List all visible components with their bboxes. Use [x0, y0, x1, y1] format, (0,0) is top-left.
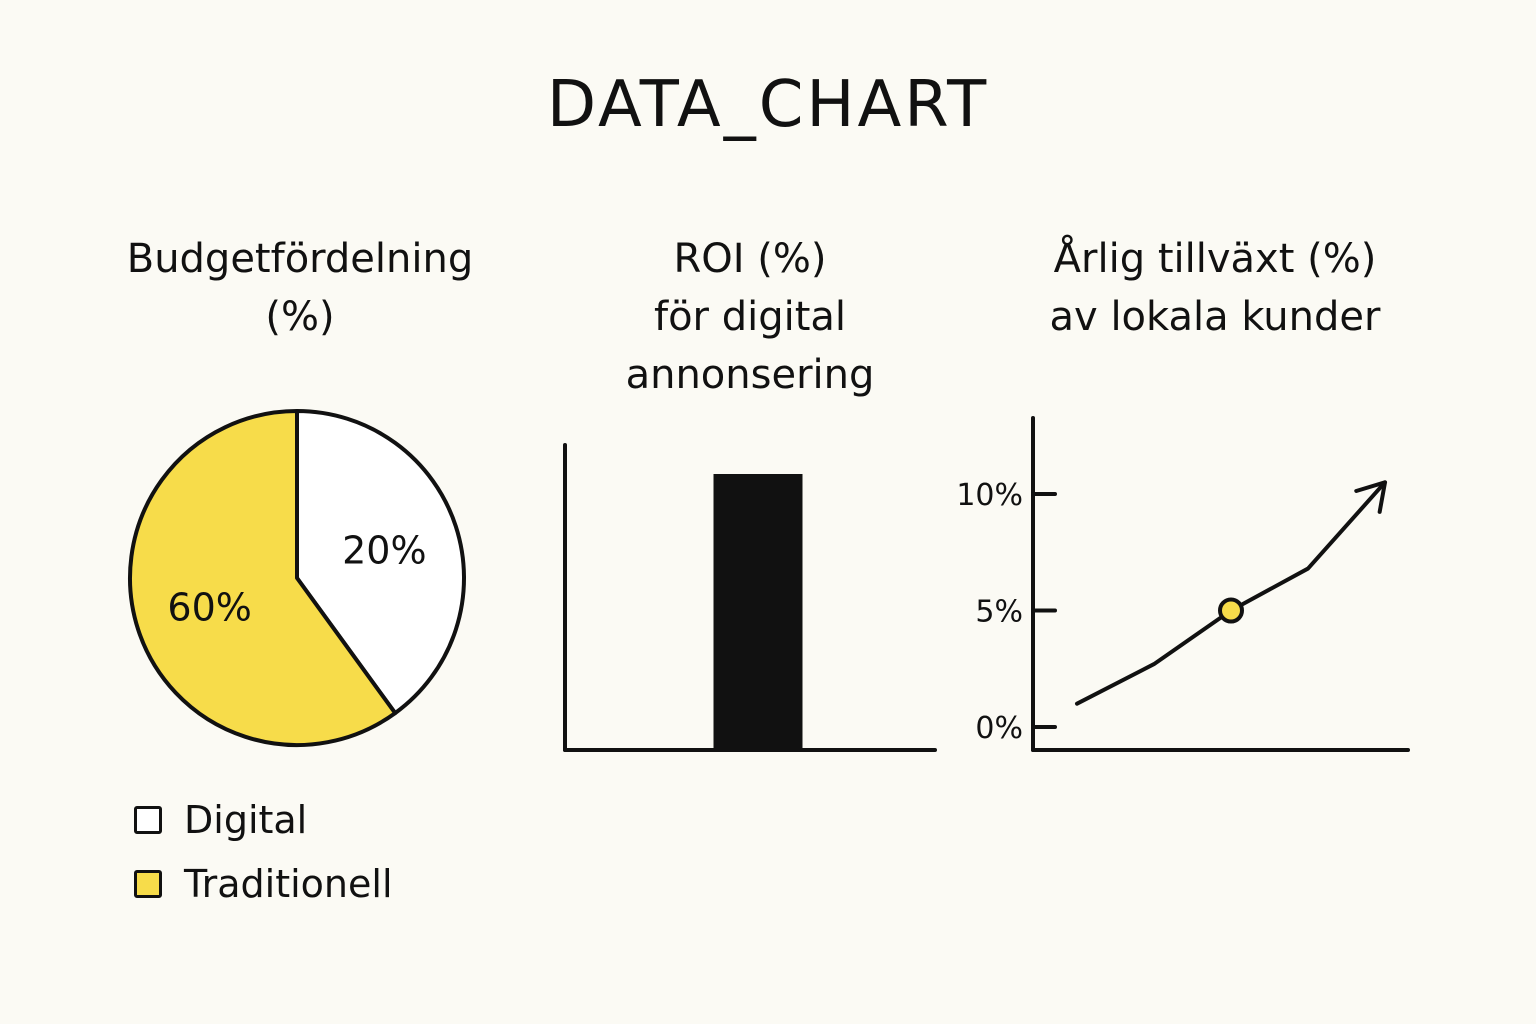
pie-chart-title: Budgetfördelning (%) [60, 230, 540, 346]
legend-label-digital: Digital [184, 798, 308, 842]
bar-roi-digital [713, 474, 803, 752]
pie-slice-digital [295, 409, 466, 716]
growth-line [1075, 480, 1387, 706]
pie-title-line-1: Budgetfördelning [126, 236, 474, 282]
line-chart-title: Årlig tillväxt (%) av lokala kunder [990, 230, 1440, 346]
y-tick-label-0: 0% [975, 711, 1023, 746]
y-tick-label-10: 10% [956, 478, 1023, 513]
pie-label-digital: 20% [342, 529, 426, 573]
line-title-line-2: av lokala kunder [1049, 294, 1381, 340]
bar-title-line-2: för digital [653, 294, 847, 340]
legend-item-digital: Digital [134, 788, 393, 852]
legend-item-traditionell: Traditionell [134, 852, 393, 916]
pie-label-traditionell: 60% [167, 585, 251, 629]
pie-title-line-2: (%) [265, 294, 335, 340]
y-tick-label-5: 5% [975, 595, 1023, 630]
line-chart: 0% 5% 10% [956, 416, 1410, 752]
bar-title-line-1: ROI (%) [673, 236, 827, 282]
legend-swatch-traditionell [134, 870, 162, 898]
legend-label-traditionell: Traditionell [184, 862, 393, 906]
bar-chart-title: ROI (%) för digital annonsering [560, 230, 940, 404]
pie-slice-traditionell [128, 409, 398, 747]
growth-arrowhead [1354, 480, 1387, 514]
pie-legend: Digital Traditionell [134, 788, 393, 916]
line-title-line-1: Årlig tillväxt (%) [1053, 236, 1377, 282]
bar-title-line-3: annonsering [625, 352, 875, 398]
bar-chart [563, 443, 937, 752]
page-title: DATA_CHART [546, 68, 990, 142]
legend-swatch-digital [134, 806, 162, 834]
pie-chart: 20% 60% [128, 409, 466, 747]
highlight-point [1218, 597, 1244, 624]
